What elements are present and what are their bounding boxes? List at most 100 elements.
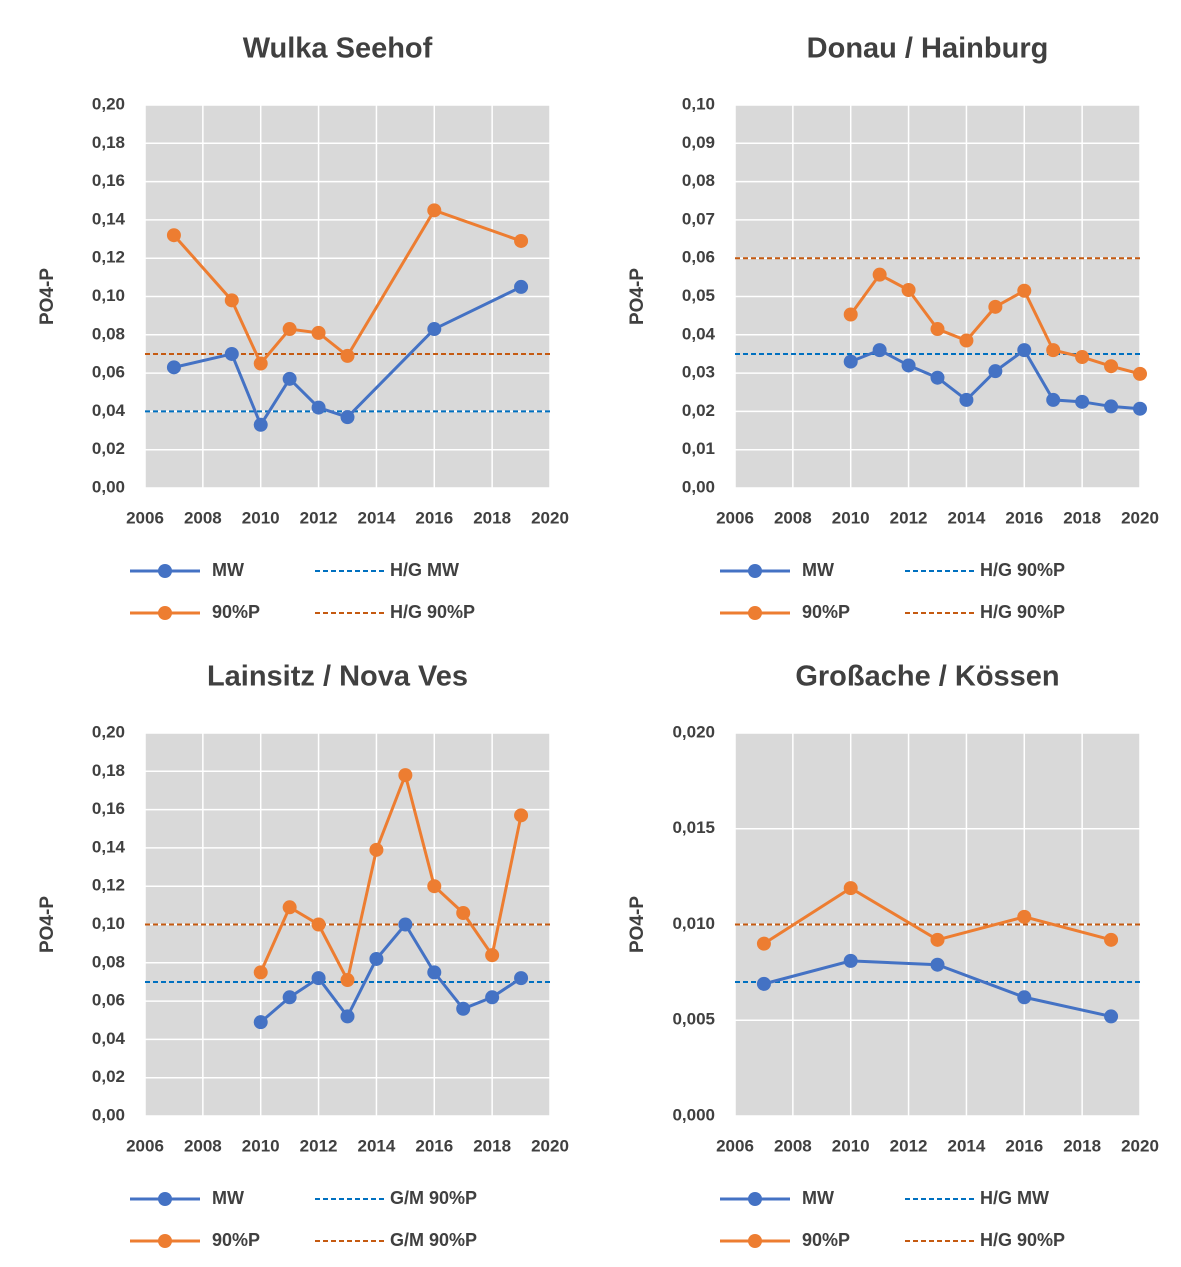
x-tick-label: 2010 <box>832 508 870 527</box>
y-tick-label: 0,010 <box>672 914 715 933</box>
y-axis-label: PO4-P <box>37 268 58 325</box>
legend-label: H/G 90%P <box>980 602 1065 622</box>
x-tick-label: 2012 <box>300 508 338 527</box>
data-point <box>282 371 297 386</box>
y-tick-label: 0,020 <box>672 722 715 741</box>
data-point <box>253 417 268 432</box>
data-point <box>988 299 1003 314</box>
x-tick-label: 2018 <box>1063 1136 1101 1155</box>
x-tick-label: 2008 <box>184 1136 222 1155</box>
data-point <box>1017 909 1032 924</box>
data-point <box>901 358 916 373</box>
x-tick-label: 2008 <box>774 508 812 527</box>
x-tick-label: 2016 <box>415 508 453 527</box>
y-tick-label: 0,03 <box>682 363 715 382</box>
y-tick-label: 0,005 <box>672 1010 715 1029</box>
x-tick-label: 2016 <box>1005 508 1043 527</box>
series-line <box>172 208 522 367</box>
data-point <box>930 370 945 385</box>
x-tick-label: 2018 <box>473 1136 511 1155</box>
data-point <box>1046 343 1061 358</box>
data-point <box>930 932 945 947</box>
legend-label: H/G 90%P <box>390 602 475 622</box>
legend-swatch <box>158 606 172 620</box>
x-tick-label: 2020 <box>531 1136 569 1155</box>
y-axis-label: PO4-P <box>627 896 648 953</box>
legend-label: 90%P <box>802 1230 850 1250</box>
data-point <box>369 951 384 966</box>
y-tick-label: 0,06 <box>92 363 125 382</box>
x-tick-label: 2006 <box>716 508 754 527</box>
x-tick-label: 2020 <box>531 508 569 527</box>
data-point <box>756 976 771 991</box>
data-point <box>959 392 974 407</box>
x-tick-label: 2018 <box>1063 508 1101 527</box>
y-tick-label: 0,02 <box>92 1067 125 1086</box>
x-tick-label: 2010 <box>242 508 280 527</box>
x-tick-label: 2014 <box>948 508 986 527</box>
data-point <box>456 906 471 921</box>
data-point <box>930 322 945 337</box>
y-tick-label: 0,07 <box>682 209 715 228</box>
data-point <box>872 267 887 282</box>
data-point <box>456 1001 471 1016</box>
legend-swatch <box>158 1192 172 1206</box>
data-point <box>1104 399 1119 414</box>
data-point <box>485 948 500 963</box>
data-point <box>311 400 326 415</box>
y-axis-label: PO4-P <box>627 268 648 325</box>
data-point <box>756 936 771 951</box>
data-point <box>427 879 442 894</box>
x-tick-label: 2008 <box>774 1136 812 1155</box>
legend-label: MW <box>212 560 244 580</box>
data-point <box>872 343 887 358</box>
data-point <box>340 973 355 988</box>
y-tick-label: 0,00 <box>682 477 715 496</box>
data-point <box>427 322 442 337</box>
data-point <box>427 965 442 980</box>
data-point <box>843 881 858 896</box>
y-tick-label: 0,02 <box>682 401 715 420</box>
legend-label: H/G MW <box>980 1188 1049 1208</box>
legend-label: 90%P <box>212 1230 260 1250</box>
y-tick-label: 0,08 <box>92 952 125 971</box>
legend-label: MW <box>802 1188 834 1208</box>
y-tick-label: 0,20 <box>92 722 125 741</box>
data-point <box>253 965 268 980</box>
data-point <box>166 360 181 375</box>
data-point <box>1075 394 1090 409</box>
y-tick-label: 0,10 <box>92 286 125 305</box>
x-tick-label: 2006 <box>716 1136 754 1155</box>
legend-label: G/M 90%P <box>390 1188 477 1208</box>
x-tick-label: 2012 <box>300 1136 338 1155</box>
series-line <box>173 285 522 429</box>
y-tick-label: 0,000 <box>672 1105 715 1124</box>
legend-swatch <box>748 1234 762 1248</box>
y-tick-label: 0,015 <box>672 818 715 837</box>
x-tick-label: 2012 <box>890 508 928 527</box>
data-point <box>1017 283 1032 298</box>
chart-title: Großache / Kössen <box>795 661 1059 693</box>
y-tick-label: 0,05 <box>682 286 715 305</box>
y-tick-label: 0,12 <box>92 876 125 895</box>
data-point <box>398 917 413 932</box>
data-point <box>369 842 384 857</box>
panel: Donau / Hainburg 0,00 0,01 0,02 0,03 0,04 0,05… <box>627 33 1159 622</box>
data-point <box>282 322 297 337</box>
data-point <box>1133 366 1147 381</box>
x-tick-label: 2018 <box>473 508 511 527</box>
data-point <box>311 917 326 932</box>
x-tick-label: 2012 <box>890 1136 928 1155</box>
x-tick-label: 2010 <box>242 1136 280 1155</box>
legend-label: H/G MW <box>390 560 459 580</box>
x-tick-label: 2020 <box>1121 508 1159 527</box>
x-tick-label: 2008 <box>184 508 222 527</box>
data-point <box>901 282 916 297</box>
y-tick-label: 0,02 <box>92 439 125 458</box>
panel: Wulka Seehof 0,00 0,02 0,04 0,06 0,08 0,10 0,12… <box>37 33 569 622</box>
x-tick-label: 2014 <box>358 1136 396 1155</box>
y-tick-label: 0,14 <box>92 209 126 228</box>
y-tick-label: 0,12 <box>92 248 125 267</box>
data-point <box>340 348 355 363</box>
data-point <box>398 768 413 783</box>
